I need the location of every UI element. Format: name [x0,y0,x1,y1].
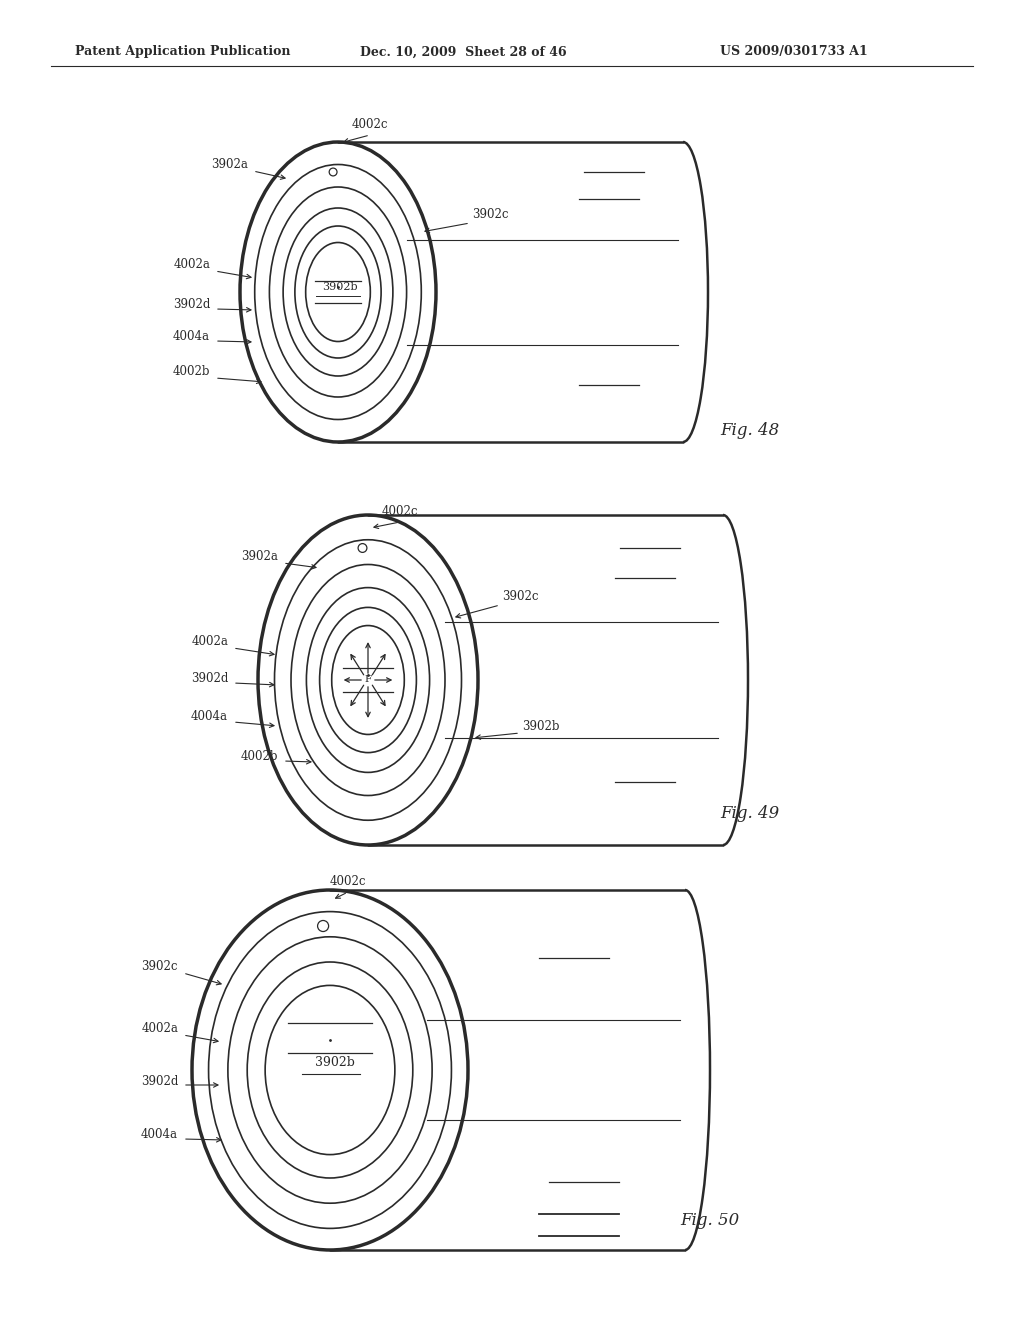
Text: 4002a: 4002a [173,257,210,271]
Text: 3902d: 3902d [173,298,210,312]
Text: Fig. 49: Fig. 49 [720,805,779,822]
Text: 3902a: 3902a [211,158,248,172]
Text: 3902c: 3902c [502,590,539,603]
Text: 4002c: 4002c [352,117,388,131]
Text: 3902d: 3902d [190,672,228,685]
Text: 4002c: 4002c [382,506,418,517]
Text: 3902a: 3902a [241,550,278,564]
Text: 3902b: 3902b [522,719,559,733]
Text: Fig. 48: Fig. 48 [720,422,779,440]
Text: 4002b: 4002b [241,750,278,763]
Text: 3902c: 3902c [141,960,178,973]
Text: US 2009/0301733 A1: US 2009/0301733 A1 [720,45,867,58]
Text: 4004a: 4004a [173,330,210,343]
Text: 4002a: 4002a [191,635,228,648]
Text: 4002c: 4002c [330,875,367,888]
Text: Fig. 50: Fig. 50 [680,1212,739,1229]
Text: 4004a: 4004a [141,1129,178,1140]
Text: 4002b: 4002b [172,366,210,378]
Text: 3902b: 3902b [315,1056,355,1068]
Text: 3902b: 3902b [323,282,357,292]
Text: 3902c: 3902c [472,209,509,220]
Text: 4002a: 4002a [141,1022,178,1035]
Text: 3902d: 3902d [140,1074,178,1088]
Text: Patent Application Publication: Patent Application Publication [75,45,291,58]
Text: F: F [365,676,372,685]
Text: 4004a: 4004a [191,710,228,723]
Text: Dec. 10, 2009  Sheet 28 of 46: Dec. 10, 2009 Sheet 28 of 46 [360,45,566,58]
